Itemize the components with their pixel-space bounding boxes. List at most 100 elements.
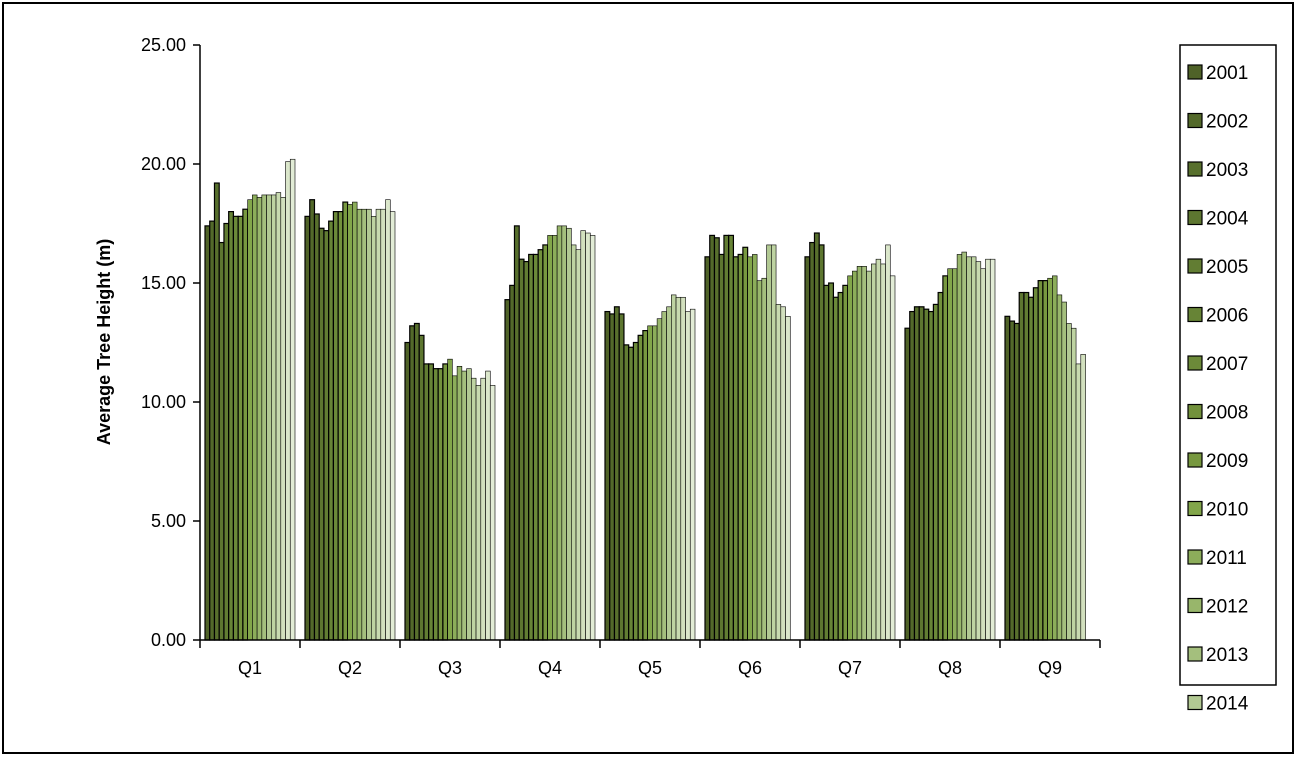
bar-q7-2015: [871, 263, 877, 641]
bar-q4-2012: [556, 225, 563, 641]
bar-q3-2019: [489, 385, 496, 641]
bar-q3-2008: [437, 368, 444, 641]
bar-q1-2010: [247, 199, 253, 641]
bar-q6-2010: [747, 256, 753, 641]
bar-q6-2016: [775, 304, 782, 641]
bar-q7-2008: [837, 291, 844, 641]
bar-q9-2004: [1018, 291, 1025, 641]
bar-q8-2001: [904, 327, 911, 641]
x-tick-label: Q4: [538, 658, 562, 678]
bar-q7-2007: [832, 296, 839, 641]
bar-q7-2009: [842, 284, 849, 641]
bars-layer: [204, 158, 1086, 641]
bar-q8-2003: [913, 306, 920, 641]
bar-q3-2002: [409, 325, 416, 641]
bar-q3-2005: [423, 363, 430, 641]
bar-q1-2013: [261, 194, 267, 641]
bar-q5-2010: [647, 325, 653, 641]
bar-q6-2005: [723, 234, 730, 641]
bar-q1-2008: [237, 215, 244, 641]
bar-q7-2018: [885, 244, 891, 641]
bar-q3-2004: [418, 334, 425, 641]
y-tick-label: 0.00: [151, 630, 186, 650]
bar-q3-2009: [442, 363, 449, 641]
bar-q2-2007: [332, 211, 339, 641]
bar-q3-2003: [413, 322, 420, 641]
bar-q6-2001: [704, 256, 711, 641]
bar-q8-2009: [942, 275, 949, 641]
bar-q5-2013: [661, 311, 667, 641]
bar-q6-2003: [713, 237, 720, 641]
bar-q9-2012: [1056, 294, 1063, 641]
bar-q6-2015: [771, 244, 777, 641]
bar-q8-2011: [952, 268, 958, 641]
x-tick-label: Q2: [338, 658, 362, 678]
y-tick-label: 25.00: [141, 35, 186, 55]
legend-label-2002: 2002: [1206, 112, 1248, 133]
bar-q6-2012: [756, 280, 763, 641]
bar-q5-2016: [675, 296, 682, 641]
x-tick-label: Q1: [238, 658, 262, 678]
bar-q4-2011: [552, 235, 558, 641]
bar-q2-2015: [371, 216, 377, 641]
bar-q4-2005: [523, 260, 530, 641]
x-tick-label: Q9: [1038, 658, 1062, 678]
bar-q9-2014: [1066, 323, 1072, 641]
bar-q9-2006: [1028, 296, 1035, 641]
bar-q7-2010: [847, 275, 853, 641]
bar-q9-2005: [1023, 291, 1030, 641]
legend-label-2004: 2004: [1206, 209, 1249, 230]
bar-q2-2001: [304, 215, 311, 641]
bar-q9-2013: [1061, 301, 1067, 641]
bar-q2-2003: [313, 213, 320, 641]
bar-q8-2015: [971, 256, 977, 641]
bar-q8-2017: [980, 268, 986, 641]
bar-q6-2014: [766, 244, 772, 641]
bar-q7-2019: [889, 275, 896, 641]
bar-q1-2002: [209, 220, 216, 641]
bar-q1-2005: [223, 222, 230, 641]
bar-q8-2007: [932, 303, 939, 641]
bar-q2-2008: [337, 211, 344, 641]
bar-q4-2009: [542, 244, 549, 641]
bar-q4-2003: [513, 225, 520, 641]
bar-q5-2008: [637, 334, 644, 641]
bar-q5-2012: [656, 318, 663, 641]
bar-q9-2002: [1009, 320, 1016, 641]
bar-q8-2012: [956, 254, 963, 641]
bar-q8-2018: [985, 258, 991, 641]
bar-q9-2011: [1052, 275, 1058, 641]
x-tick-label: Q3: [438, 658, 462, 678]
bar-q8-2006: [928, 310, 935, 641]
bar-q7-2014: [866, 270, 872, 641]
bar-q2-2018: [385, 199, 391, 641]
bar-q7-2017: [880, 263, 886, 641]
bar-q2-2016: [375, 208, 382, 641]
legend-label-2005: 2005: [1206, 257, 1248, 278]
bar-q3-2006: [428, 363, 435, 641]
bar-q1-2004: [218, 241, 225, 641]
bar-q6-2006: [728, 234, 735, 641]
bar-q7-2003: [813, 232, 820, 641]
bar-q7-2016: [875, 258, 882, 641]
y-tick-label: 20.00: [141, 154, 186, 174]
legend-swatch-2009: [1187, 452, 1203, 468]
bar-q6-2007: [732, 256, 739, 641]
bar-q7-2004: [818, 244, 825, 641]
bar-q4-2019: [589, 235, 596, 641]
legend-label-2009: 2009: [1206, 451, 1248, 472]
bar-q4-2014: [566, 227, 572, 641]
legend-swatch-2010: [1187, 500, 1203, 517]
legend-label-2014: 2014: [1206, 694, 1249, 715]
bar-q1-2017: [280, 197, 286, 641]
bar-q9-2015: [1071, 327, 1077, 641]
bar-q8-2014: [966, 256, 972, 641]
bar-q3-2010: [447, 358, 453, 641]
legend-swatch-2008: [1187, 403, 1203, 420]
bar-q9-2009: [1042, 280, 1049, 641]
bar-q2-2010: [347, 204, 353, 641]
bar-q6-2013: [761, 277, 767, 641]
bar-q1-2011: [252, 194, 258, 641]
bar-q6-2011: [752, 254, 758, 641]
bar-q2-2002: [309, 199, 316, 641]
